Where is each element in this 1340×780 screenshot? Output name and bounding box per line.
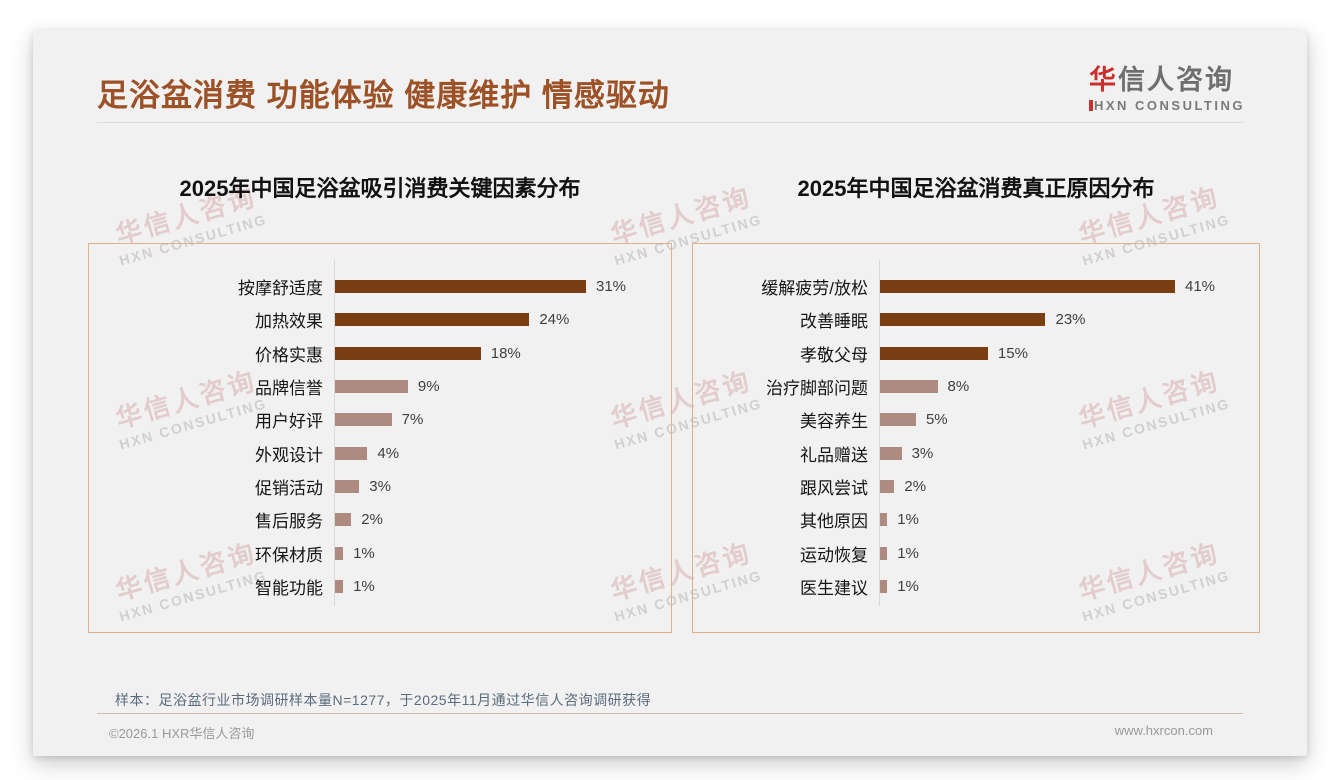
category-label: 治疗脚部问题 — [766, 379, 868, 399]
value-label: 1% — [897, 544, 919, 562]
bar — [335, 446, 368, 460]
bar — [335, 380, 408, 394]
value-label: 18% — [490, 344, 521, 362]
sample-footnote: 样本：足浴盆行业市场调研样本量N=1277，于2025年11月通过华信人咨询调研… — [115, 692, 652, 708]
bar — [880, 579, 888, 593]
value-label: 1% — [353, 544, 375, 562]
slide-card: 华信人咨询 HXN CONSULTING 华信人咨询 HXN CONSULTING 华信… — [33, 30, 1307, 756]
bar-row: 跟风尝试 2% — [693, 470, 1259, 503]
value-label: 8% — [947, 378, 970, 396]
value-label: 41% — [1185, 278, 1216, 296]
category-label: 礼品赠送 — [800, 445, 868, 465]
bar-row: 孝敬父母 15% — [693, 337, 1259, 370]
axis-line — [334, 260, 335, 606]
bar — [880, 313, 1046, 327]
value-label: 23% — [1055, 311, 1086, 329]
category-label: 价格实惠 — [255, 345, 323, 365]
category-label: 用户好评 — [255, 412, 323, 432]
bar — [880, 479, 895, 493]
page-title: 足浴盆消费 功能体验 健康维护 情感驱动 — [97, 78, 670, 113]
category-label: 售后服务 — [255, 512, 323, 532]
bar — [880, 546, 888, 560]
category-label: 外观设计 — [255, 445, 323, 465]
bar-row: 改善睡眠 23% — [693, 303, 1259, 336]
value-label: 4% — [377, 444, 400, 462]
bar-row: 环保材质 1% — [89, 536, 671, 569]
footer-copyright: ©2026.1 HXR华信人咨询 — [109, 726, 255, 741]
chart-panel-left: 按摩舒适度 31% 加热效果 24% 价格实惠 18% 品牌信誉 9% 用户好评 7% 外观设计 4%… — [88, 243, 672, 633]
bar-row: 按摩舒适度 31% — [89, 270, 671, 303]
category-label: 其他原因 — [800, 512, 868, 532]
bar — [880, 446, 902, 460]
chart-title-right: 2025年中国足浴盆消费真正原因分布 — [797, 176, 1155, 201]
bar-row: 运动恢复 1% — [693, 536, 1259, 569]
axis-line — [879, 260, 880, 606]
bar-row: 加热效果 24% — [89, 303, 671, 336]
bar — [335, 313, 530, 327]
category-label: 智能功能 — [255, 578, 323, 598]
bar — [335, 413, 392, 427]
footer-divider — [97, 713, 1243, 714]
bar — [335, 280, 586, 294]
category-label: 孝敬父母 — [800, 345, 868, 365]
logo-brand-red-char: 华 — [1088, 65, 1118, 95]
bar — [335, 479, 360, 493]
bar — [880, 513, 888, 527]
logo-brand-text: 华信人咨询 — [1089, 58, 1245, 97]
footer-website: www.hxrcon.com — [1114, 723, 1213, 738]
value-label: 1% — [897, 577, 919, 595]
category-label: 按摩舒适度 — [238, 279, 323, 299]
bar-row: 用户好评 7% — [89, 403, 671, 436]
logo-brand-gray-chars: 信人咨询 — [1117, 65, 1234, 95]
category-label: 环保材质 — [255, 545, 323, 565]
value-label: 9% — [417, 378, 440, 396]
bar-row: 智能功能 1% — [89, 570, 671, 603]
header-divider — [97, 122, 1243, 123]
bar — [880, 380, 938, 394]
bar — [880, 280, 1175, 294]
category-label: 医生建议 — [800, 578, 868, 598]
bar-row: 售后服务 2% — [89, 503, 671, 536]
category-label: 改善睡眠 — [800, 312, 868, 332]
bar — [335, 513, 352, 527]
value-label: 3% — [369, 477, 391, 495]
value-label: 7% — [401, 411, 424, 429]
category-label: 跟风尝试 — [800, 478, 868, 498]
bar — [335, 546, 344, 560]
bar-row: 品牌信誉 9% — [89, 370, 671, 403]
value-label: 5% — [925, 411, 948, 429]
bar-row: 治疗脚部问题 8% — [693, 370, 1259, 403]
bar — [880, 413, 916, 427]
company-logo: 华信人咨询 HXN CONSULTING — [1088, 58, 1245, 113]
value-label: 2% — [361, 511, 383, 529]
bar — [880, 346, 988, 360]
category-label: 运动恢复 — [800, 545, 868, 565]
category-label: 美容养生 — [800, 412, 868, 432]
bar — [335, 346, 481, 360]
bar-row: 缓解疲劳/放松 41% — [693, 270, 1259, 303]
category-label: 促销活动 — [255, 478, 323, 498]
chart-title-left: 2025年中国足浴盆吸引消费关键因素分布 — [179, 176, 581, 201]
logo-red-tick-icon — [1088, 100, 1093, 111]
bar-row: 其他原因 1% — [693, 503, 1259, 536]
logo-subtitle: HXN CONSULTING — [1088, 98, 1245, 113]
bar-row: 医生建议 1% — [693, 570, 1259, 603]
value-label: 15% — [997, 344, 1028, 362]
bar-row: 促销活动 3% — [89, 470, 671, 503]
bar-row: 美容养生 5% — [693, 403, 1259, 436]
bar-row: 礼品赠送 3% — [693, 436, 1259, 469]
value-label: 31% — [596, 278, 627, 296]
chart-panel-right: 缓解疲劳/放松 41% 改善睡眠 23% 孝敬父母 15% 治疗脚部问题 8% 美容养生 5% 礼品… — [692, 243, 1260, 633]
value-label: 24% — [539, 311, 570, 329]
category-label: 加热效果 — [255, 312, 323, 332]
value-label: 1% — [897, 511, 919, 529]
bar-row: 价格实惠 18% — [89, 337, 671, 370]
category-label: 品牌信誉 — [255, 379, 323, 399]
value-label: 3% — [911, 444, 934, 462]
category-label: 缓解疲劳/放松 — [761, 279, 868, 299]
bar — [335, 579, 344, 593]
bar-row: 外观设计 4% — [89, 436, 671, 469]
value-label: 2% — [904, 477, 927, 495]
value-label: 1% — [353, 577, 375, 595]
